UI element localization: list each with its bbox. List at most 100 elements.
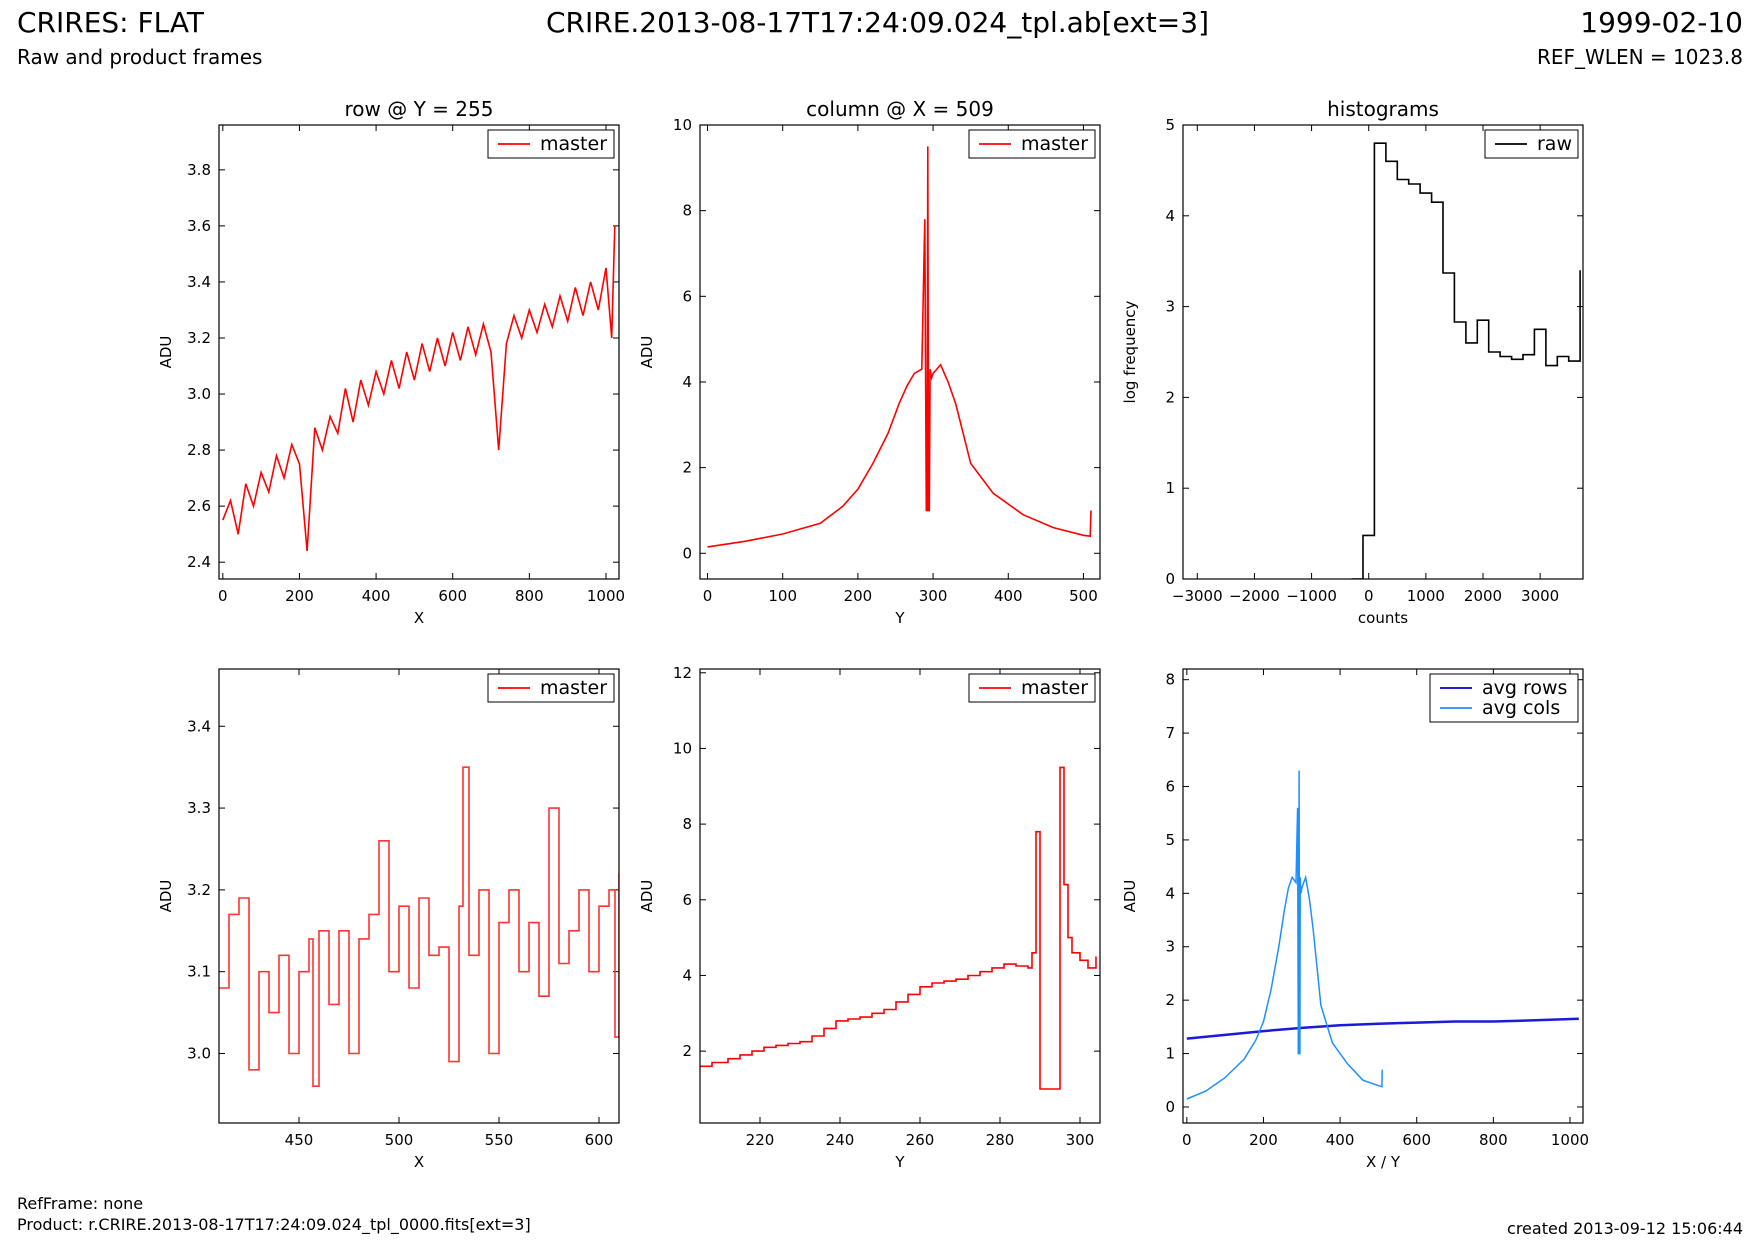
x-tick-label: 400 [1326,1131,1355,1149]
x-tick-label: −3000 [1172,587,1223,605]
x-tick-label: 600 [1402,1131,1431,1149]
y-tick-label: 3.2 [187,881,211,899]
plot-title: histograms [1327,97,1439,121]
plot-frame [218,124,620,580]
y-tick-label: 10 [673,739,692,757]
y-tick-label: 8 [1165,671,1175,689]
legend: raw [1484,129,1579,159]
plot-frame [699,124,1101,580]
plot-frame [1182,668,1584,1124]
series-line [1186,770,1383,1100]
legend-label: master [540,133,607,155]
x-tick-label: 1000 [587,587,625,605]
x-tick-label: 400 [362,587,391,605]
y-tick-label: 4 [1165,207,1175,225]
y-tick-label: 4 [682,373,692,391]
y-tick-label: 6 [682,287,692,305]
file-title: CRIRE.2013-08-17T17:24:09.024_tpl.ab[ext… [545,6,1209,39]
y-axis-label: ADU [157,880,175,913]
y-tick-label: 4 [1165,884,1175,902]
plot-row: 0 200 400 600 800 1000 2.4 2.6 2.8 3.0 3.2 3.4 3.6 3.… [157,97,625,627]
y-tick-label: 2 [682,1042,692,1060]
series-line [219,766,619,1087]
legend-label: avg rows [1482,677,1567,699]
legend-label: raw [1537,133,1572,155]
x-tick-label: 800 [515,587,544,605]
x-tick-label: 600 [585,1131,614,1149]
y-tick-label: 3.6 [187,217,211,235]
x-tick-label: 0 [703,587,713,605]
plot-column-zoom: 220 240 260 280 300 2 4 6 8 10 12 Y ADU master [638,664,1101,1171]
y-tick-label: 3.0 [187,385,211,403]
x-axis-label: X [414,1153,424,1171]
x-tick-label: 0 [1182,1131,1192,1149]
y-tick-label: 2.6 [187,497,211,515]
plot-title: row @ Y = 255 [345,97,494,121]
x-tick-label: 220 [746,1131,775,1149]
y-tick-label: 7 [1165,724,1175,742]
x-axis-label: X / Y [1366,1153,1401,1171]
plot-frame [1182,124,1584,580]
x-tick-label: −2000 [1229,587,1280,605]
y-tick-label: 3.0 [187,1044,211,1062]
legend: master [487,673,615,703]
legend-label: master [540,677,607,699]
y-tick-label: 3.3 [187,799,211,817]
y-tick-label: 4 [682,966,692,984]
y-tick-label: 2 [1165,991,1175,1009]
y-tick-label: 0 [682,544,692,562]
plot-frame [218,668,620,1124]
x-tick-label: 200 [1249,1131,1278,1149]
y-axis-label: ADU [638,336,656,369]
report-title: CRIRES: FLAT [17,6,204,39]
y-tick-label: 0 [1165,570,1175,588]
x-tick-label: 0 [1364,587,1374,605]
x-tick-label: 300 [1066,1131,1095,1149]
ref-wlen: REF_WLEN = 1023.8 [1536,45,1743,69]
x-tick-label: 1000 [1551,1131,1589,1149]
x-tick-label: −1000 [1286,587,1337,605]
y-axis-label: ADU [638,880,656,913]
y-tick-label: 8 [682,815,692,833]
x-tick-label: 240 [826,1131,855,1149]
y-axis-label: ADU [1121,880,1139,913]
x-tick-label: 200 [285,587,314,605]
x-tick-label: 600 [438,587,467,605]
y-tick-label: 3.4 [187,273,211,291]
y-axis-label: log frequency [1121,300,1139,403]
ref-frame: RefFrame: none [17,1194,144,1213]
legend: master [968,129,1096,159]
series-line [1186,1017,1579,1040]
report-date: 1999-02-10 [1580,6,1743,39]
product-name: Product: r.CRIRE.2013-08-17T17:24:09.024… [17,1215,531,1234]
series-line [1351,142,1581,579]
x-axis-label: Y [894,609,905,627]
x-axis-label: counts [1358,609,1408,627]
x-tick-label: 3000 [1521,587,1559,605]
x-tick-label: 2000 [1464,587,1502,605]
y-tick-label: 10 [673,116,692,134]
y-tick-label: 6 [682,891,692,909]
y-tick-label: 2.8 [187,441,211,459]
created-timestamp: created 2013-09-12 15:06:44 [1507,1219,1743,1238]
x-axis-label: X [414,609,424,627]
y-tick-label: 1 [1165,479,1175,497]
plot-averages: 0 200 400 600 800 1000 0 1 2 3 4 5 6 7 8 X / Y ADU avg ro… [1121,668,1589,1171]
series-line [707,146,1092,548]
x-tick-label: 0 [218,587,228,605]
y-tick-label: 5 [1165,116,1175,134]
x-axis-label: Y [894,1153,905,1171]
y-tick-label: 3.1 [187,963,211,981]
y-tick-label: 3.8 [187,161,211,179]
x-tick-label: 450 [285,1131,314,1149]
y-tick-label: 12 [673,664,692,682]
y-tick-label: 3.4 [187,717,211,735]
plot-row-zoom: 450 500 550 600 3.0 3.1 3.2 3.3 3.4 X ADU master [157,668,620,1171]
x-tick-label: 1000 [1407,587,1445,605]
x-tick-label: 500 [1069,587,1098,605]
y-tick-label: 2 [1165,388,1175,406]
plot-column: 0 100 200 300 400 500 0 2 4 6 8 10 column @ X = 509 Y… [638,97,1101,627]
y-tick-label: 0 [1165,1098,1175,1116]
x-tick-label: 260 [906,1131,935,1149]
series-line [222,225,616,552]
